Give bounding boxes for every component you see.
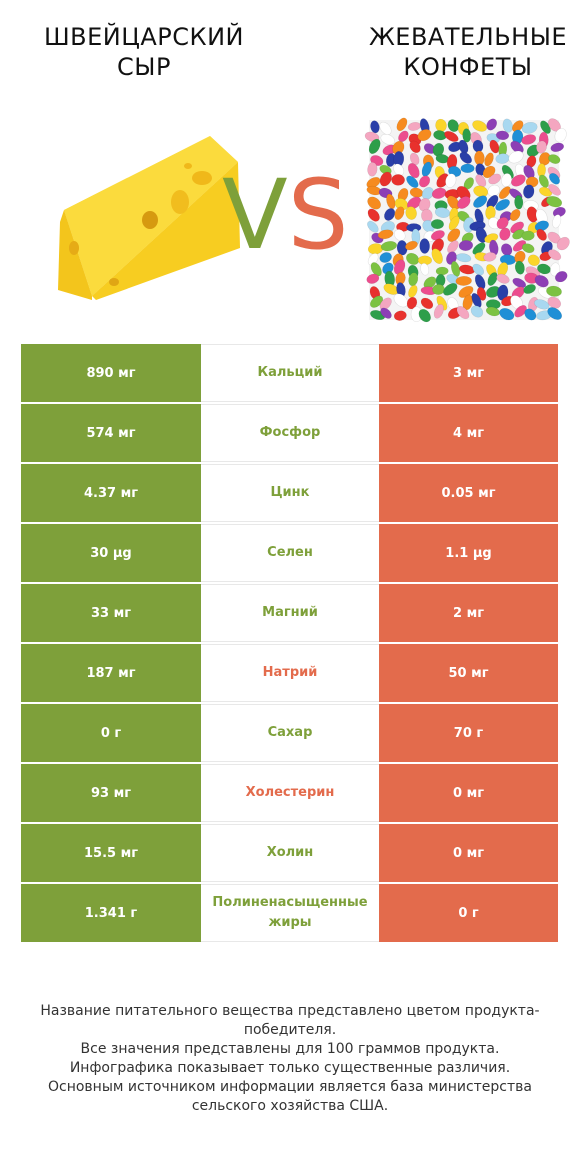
footer-line: Все значения представлены для 100 граммо… bbox=[80, 1041, 500, 1057]
table-row: 4.37 мг Цинк 0.05 мг bbox=[21, 464, 558, 522]
nutrient-name: Магний bbox=[201, 584, 379, 642]
table-row: 93 мг Холестерин 0 мг bbox=[21, 764, 558, 822]
footer-line: Инфографика показывает только существенн… bbox=[69, 1060, 511, 1076]
footer-notes: Название питательного вещества представл… bbox=[20, 1002, 560, 1116]
jelly-beans-icon bbox=[364, 117, 570, 323]
left-value: 30 µg bbox=[21, 524, 201, 582]
table-row: 33 мг Магний 2 мг bbox=[21, 584, 558, 642]
table-row: 187 мг Натрий 50 мг bbox=[21, 644, 558, 702]
table-row: 890 мг Кальций 3 мг bbox=[21, 344, 558, 402]
right-value: 0.05 мг bbox=[379, 464, 558, 522]
nutrient-name: Натрий bbox=[201, 644, 379, 702]
nutrient-name: Селен bbox=[201, 524, 379, 582]
table-row: 574 мг Фосфор 4 мг bbox=[21, 404, 558, 462]
left-value: 1.341 г bbox=[21, 884, 201, 942]
nutrient-name: Кальций bbox=[201, 344, 379, 402]
right-value: 4 мг bbox=[379, 404, 558, 462]
nutrient-name: Холестерин bbox=[201, 764, 379, 822]
table-row: 30 µg Селен 1.1 µg bbox=[21, 524, 558, 582]
left-value: 0 г bbox=[21, 704, 201, 762]
table-row: 0 г Сахар 70 г bbox=[21, 704, 558, 762]
right-value: 50 мг bbox=[379, 644, 558, 702]
left-value: 4.37 мг bbox=[21, 464, 201, 522]
table-row: 1.341 г Полиненасыщенные жиры 0 г bbox=[21, 884, 558, 942]
vs-s: S bbox=[287, 159, 349, 271]
right-value: 0 мг bbox=[379, 764, 558, 822]
footer-line: Основным источником информации является … bbox=[48, 1079, 532, 1114]
hero-illustration bbox=[58, 117, 570, 323]
nutrient-name: Сахар bbox=[201, 704, 379, 762]
left-value: 33 мг bbox=[21, 584, 201, 642]
right-value: 70 г bbox=[379, 704, 558, 762]
nutrient-name: Фосфор bbox=[201, 404, 379, 462]
right-value: 1.1 µg bbox=[379, 524, 558, 582]
cheese-icon bbox=[58, 136, 240, 300]
comparison-table: 890 мг Кальций 3 мг 574 мг Фосфор 4 мг 4.37 мг… bbox=[21, 344, 558, 944]
table-row: 15.5 мг Холин 0 мг bbox=[21, 824, 558, 882]
right-value: 3 мг bbox=[379, 344, 558, 402]
left-product-title: ШВЕЙЦАРСКИЙ СЫР bbox=[44, 23, 244, 81]
vs-v: V bbox=[222, 159, 288, 271]
vs-label: VS bbox=[222, 160, 349, 270]
left-value: 15.5 мг bbox=[21, 824, 201, 882]
right-product-title: ЖЕВАТЕЛЬНЫЕ КОНФЕТЫ bbox=[368, 23, 568, 81]
right-value: 0 г bbox=[379, 884, 558, 942]
left-value: 890 мг bbox=[21, 344, 201, 402]
nutrient-name: Полиненасыщенные жиры bbox=[201, 884, 379, 942]
left-value: 93 мг bbox=[21, 764, 201, 822]
left-value: 187 мг bbox=[21, 644, 201, 702]
footer-line: Название питательного вещества представл… bbox=[40, 1003, 540, 1038]
nutrient-name: Холин bbox=[201, 824, 379, 882]
nutrient-name: Цинк bbox=[201, 464, 379, 522]
right-value: 2 мг bbox=[379, 584, 558, 642]
left-value: 574 мг bbox=[21, 404, 201, 462]
right-value: 0 мг bbox=[379, 824, 558, 882]
